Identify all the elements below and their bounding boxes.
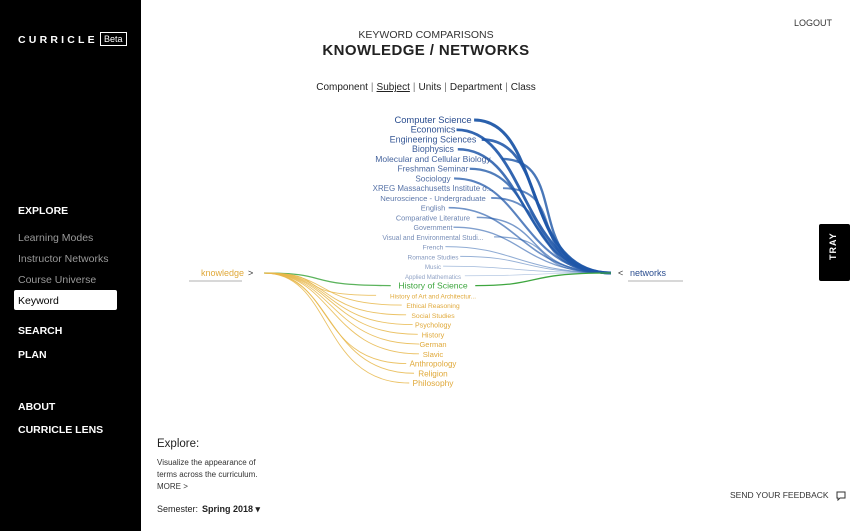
semester-dropdown[interactable]: Spring 2018 ▾ bbox=[202, 504, 261, 514]
sidebar: CURRICLE Beta EXPLORE Learning Modes Ins… bbox=[0, 0, 141, 531]
speech-bubble-icon bbox=[836, 491, 846, 501]
connection-line bbox=[460, 255, 612, 274]
term-label[interactable]: Economics bbox=[411, 125, 456, 135]
term-label[interactable]: French bbox=[423, 245, 444, 252]
term-label[interactable]: German bbox=[419, 340, 446, 349]
explore-title: Explore: bbox=[157, 438, 200, 450]
term-label[interactable]: Applied Mathematics bbox=[405, 275, 461, 281]
term-label[interactable]: Biophysics bbox=[412, 144, 455, 154]
nav-course-universe[interactable]: Course Universe bbox=[18, 274, 97, 286]
term-label[interactable]: Slavic bbox=[423, 350, 444, 359]
term-label[interactable]: Religion bbox=[418, 369, 447, 378]
term-label[interactable]: Ethical Reasoning bbox=[406, 303, 460, 310]
semester-label: Semester: bbox=[157, 504, 199, 514]
term-label[interactable]: Music bbox=[425, 264, 441, 271]
term-label[interactable]: Molecular and Cellular Biology bbox=[375, 154, 491, 164]
tab-subject[interactable]: Subject bbox=[376, 82, 410, 93]
connection-line bbox=[263, 272, 407, 364]
nav-learning-modes[interactable]: Learning Modes bbox=[18, 232, 94, 244]
term-label[interactable]: Romance Studies bbox=[408, 254, 459, 261]
connection-line bbox=[457, 147, 612, 275]
connection-line bbox=[263, 272, 410, 384]
page-subtitle: KEYWORD COMPARISONS bbox=[358, 29, 494, 41]
connection-line bbox=[475, 272, 612, 287]
send-feedback-link[interactable]: SEND YOUR FEEDBACK bbox=[730, 490, 846, 501]
connection-line bbox=[263, 272, 419, 355]
nav-search[interactable]: SEARCH bbox=[18, 325, 63, 337]
term-label[interactable]: Government bbox=[414, 224, 453, 232]
grouping-tabs: Component | Subject | Units | Department | Class bbox=[141, 82, 711, 93]
connection-line bbox=[263, 272, 418, 335]
page-title: KNOWLEDGE / NETWORKS bbox=[322, 42, 530, 59]
term-label[interactable]: XREG Massachusetts Institute o... bbox=[373, 184, 494, 193]
connection-line bbox=[263, 272, 377, 296]
connection-line bbox=[445, 246, 612, 274]
connection-line bbox=[503, 187, 612, 274]
tab-class[interactable]: Class bbox=[510, 82, 536, 93]
connection-line bbox=[494, 236, 612, 274]
nav-instructor-networks[interactable]: Instructor Networks bbox=[18, 253, 109, 265]
nav-explore[interactable]: EXPLORE bbox=[18, 205, 69, 217]
nav-about[interactable]: ABOUT bbox=[18, 401, 56, 413]
term-label[interactable]: Computer Science bbox=[394, 114, 471, 125]
app-logo[interactable]: CURRICLE bbox=[18, 34, 98, 46]
term-label[interactable]: Visual and Environmental Studi... bbox=[382, 235, 483, 242]
term-label[interactable]: Freshman Seminar bbox=[398, 164, 469, 174]
main-content: LOGOUT KEYWORD COMPARISONS KNOWLEDGE / N… bbox=[141, 0, 850, 531]
tab-separator: | bbox=[370, 82, 374, 93]
tab-component[interactable]: Component bbox=[316, 82, 368, 93]
term-label[interactable]: Social Studies bbox=[411, 313, 455, 320]
connection-line bbox=[263, 272, 420, 345]
nav-keyword-comparisons[interactable]: Keyword Comparisons bbox=[14, 290, 117, 327]
nav-plan[interactable]: PLAN bbox=[18, 349, 47, 361]
right-arrow-icon: < bbox=[618, 268, 623, 278]
nav-curricle-lens[interactable]: CURRICLE LENS bbox=[18, 424, 104, 436]
term-label[interactable]: Neuroscience - Undergraduate bbox=[380, 194, 486, 203]
term-label[interactable]: English bbox=[421, 204, 446, 213]
term-label[interactable]: Engineering Sciences bbox=[390, 134, 477, 144]
right-keyword[interactable]: networks bbox=[630, 268, 667, 278]
term-label[interactable]: Sociology bbox=[415, 174, 451, 183]
logout-link[interactable]: LOGOUT bbox=[793, 18, 832, 28]
left-keyword[interactable]: knowledge bbox=[201, 268, 244, 278]
left-arrow-icon: > bbox=[248, 268, 253, 278]
term-label[interactable]: Comparative Literature bbox=[396, 213, 470, 222]
term-label[interactable]: History of Science bbox=[398, 281, 467, 291]
tab-separator: | bbox=[444, 82, 447, 93]
tab-department[interactable]: Department bbox=[449, 82, 503, 93]
term-label[interactable]: Anthropology bbox=[410, 360, 457, 369]
more-link[interactable]: MORE > bbox=[157, 482, 188, 491]
connection-line bbox=[443, 265, 612, 274]
semester-selector: Semester: Spring 2018 ▾ bbox=[157, 504, 260, 515]
tab-separator: | bbox=[505, 82, 508, 93]
tray-label: TRAY bbox=[828, 232, 838, 260]
tab-units[interactable]: Units bbox=[418, 82, 442, 93]
tray-toggle[interactable]: TRAY bbox=[819, 224, 850, 281]
connection-lines bbox=[263, 118, 612, 384]
term-label[interactable]: Philosophy bbox=[413, 378, 455, 388]
explore-description: Visualize the appearance of terms across… bbox=[157, 458, 258, 479]
tab-separator: | bbox=[412, 82, 416, 93]
beta-badge: Beta bbox=[100, 32, 127, 46]
term-label[interactable]: Psychology bbox=[415, 323, 452, 330]
term-label[interactable]: History bbox=[422, 330, 445, 339]
feedback-label: SEND YOUR FEEDBACK bbox=[730, 490, 829, 500]
term-label[interactable]: History of Art and Architectur... bbox=[390, 293, 476, 300]
